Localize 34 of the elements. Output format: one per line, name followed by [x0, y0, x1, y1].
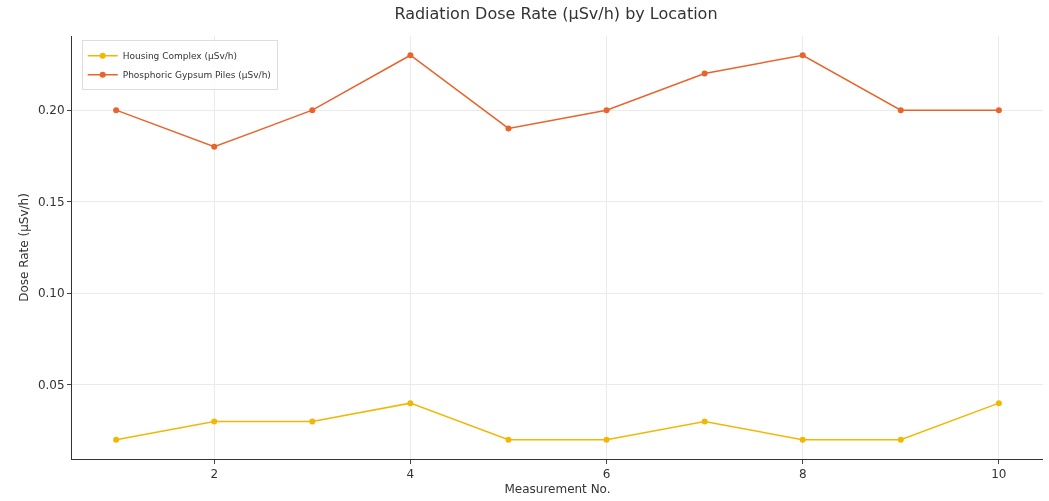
x-axis-title: Measurement No.: [504, 482, 611, 497]
y-tick-label: 0.05: [37, 378, 65, 393]
point: [897, 107, 904, 114]
point: [407, 52, 414, 59]
point: [799, 52, 806, 59]
point: [407, 400, 414, 407]
point: [113, 436, 120, 443]
point: [701, 70, 708, 77]
point: [603, 436, 610, 443]
point: [211, 418, 218, 425]
y-tick-label: 0.20: [37, 103, 65, 118]
point: [113, 107, 120, 114]
point: [897, 436, 904, 443]
point: [603, 107, 610, 114]
legend-label: Housing Complex (µSv/h): [122, 51, 238, 62]
point: [701, 418, 708, 425]
x-tick-label: 8: [798, 467, 807, 482]
point: [799, 436, 806, 443]
point: [505, 125, 512, 132]
y-tick-label: 0.15: [37, 194, 65, 209]
chart-title: Radiation Dose Rate (µSv/h) by Location: [394, 3, 718, 23]
point: [309, 418, 316, 425]
point: [505, 436, 512, 443]
point: [995, 400, 1002, 407]
y-axis-title: Dose Rate (µSv/h): [17, 193, 32, 302]
point: [211, 143, 218, 150]
x-tick-label: 6: [602, 467, 611, 482]
y-tick-label: 0.10: [37, 286, 65, 301]
x-tick-label: 4: [406, 467, 415, 482]
x-tick-label: 2: [210, 467, 219, 482]
point: [995, 107, 1002, 114]
x-tick-label: 10: [991, 467, 1007, 482]
legend-label: Phosphoric Gypsum Piles (µSv/h): [122, 70, 271, 81]
point: [309, 107, 316, 114]
